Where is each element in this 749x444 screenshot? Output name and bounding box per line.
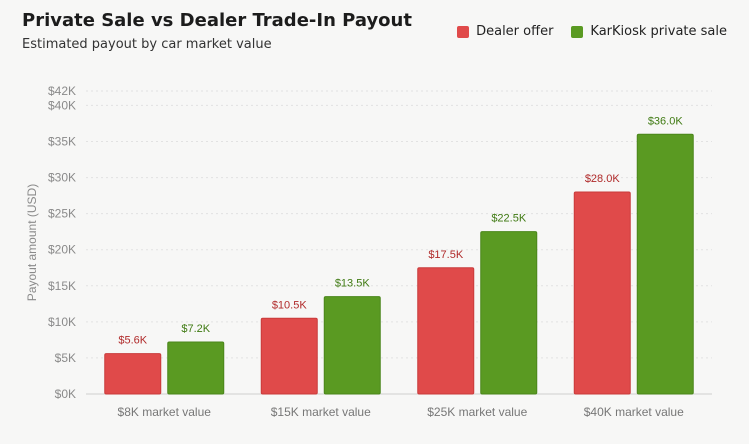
legend-item-private-sale[interactable]: KarKiosk private sale: [571, 24, 727, 39]
y-tick-label: $42K: [48, 84, 76, 98]
x-tick-label: $8K market value: [118, 405, 212, 419]
y-tick-label: $40K: [48, 98, 76, 112]
y-axis-label: Payout amount (USD): [25, 184, 39, 301]
data-label: $7.2K: [181, 323, 210, 335]
x-tick-label: $40K market value: [584, 405, 684, 419]
x-tick-label: $15K market value: [271, 405, 371, 419]
y-tick-label: $15K: [48, 279, 76, 293]
legend: Dealer offer KarKiosk private sale: [457, 24, 727, 39]
y-tick-label: $0K: [55, 387, 76, 401]
bar: [260, 317, 318, 395]
data-label: $10.5K: [272, 299, 308, 311]
y-tick-label: $25K: [48, 207, 76, 221]
y-tick-label: $20K: [48, 243, 76, 257]
data-label: $36.0K: [648, 115, 684, 127]
chart-title: Private Sale vs Dealer Trade-In Payout: [22, 10, 412, 31]
data-label: $13.5K: [335, 278, 371, 290]
data-label: $22.5K: [491, 213, 527, 225]
bar: [573, 191, 631, 395]
legend-label-dealer-offer: Dealer offer: [476, 24, 554, 39]
data-label: $17.5K: [428, 249, 464, 261]
bar: [167, 341, 225, 395]
bar: [480, 231, 538, 395]
y-tick-label: $5K: [55, 351, 76, 365]
y-tick-label: $10K: [48, 315, 76, 329]
legend-swatch-dealer-offer: [457, 25, 470, 38]
legend-item-dealer-offer[interactable]: Dealer offer: [457, 24, 553, 39]
bar: [636, 133, 694, 395]
data-label: $5.6K: [118, 335, 147, 347]
bar: [417, 267, 475, 395]
y-tick-label: $35K: [48, 135, 76, 149]
bar: [104, 353, 162, 395]
y-tick-label: $30K: [48, 171, 76, 185]
legend-swatch-private-sale: [571, 25, 584, 38]
chart-subtitle: Estimated payout by car market value: [22, 37, 272, 52]
x-tick-label: $25K market value: [427, 405, 527, 419]
data-label: $28.0K: [585, 173, 621, 185]
legend-label-private-sale: KarKiosk private sale: [590, 24, 727, 39]
bar: [323, 296, 381, 395]
